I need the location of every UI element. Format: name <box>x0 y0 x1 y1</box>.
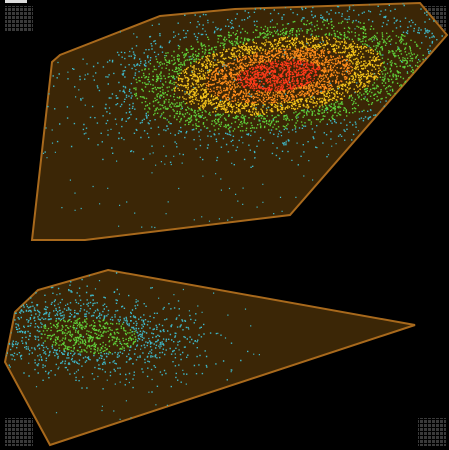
event-dots <box>39 317 137 355</box>
event-dots <box>205 47 353 105</box>
corner-grid <box>5 6 33 32</box>
gate-top <box>30 1 449 241</box>
dots-top <box>32 3 447 232</box>
corner-grid <box>418 418 446 446</box>
event-dots <box>5 270 260 420</box>
corner-marker <box>5 0 27 3</box>
dots-bottom <box>5 270 260 420</box>
event-dots <box>235 59 321 92</box>
corner-grid <box>5 418 33 446</box>
